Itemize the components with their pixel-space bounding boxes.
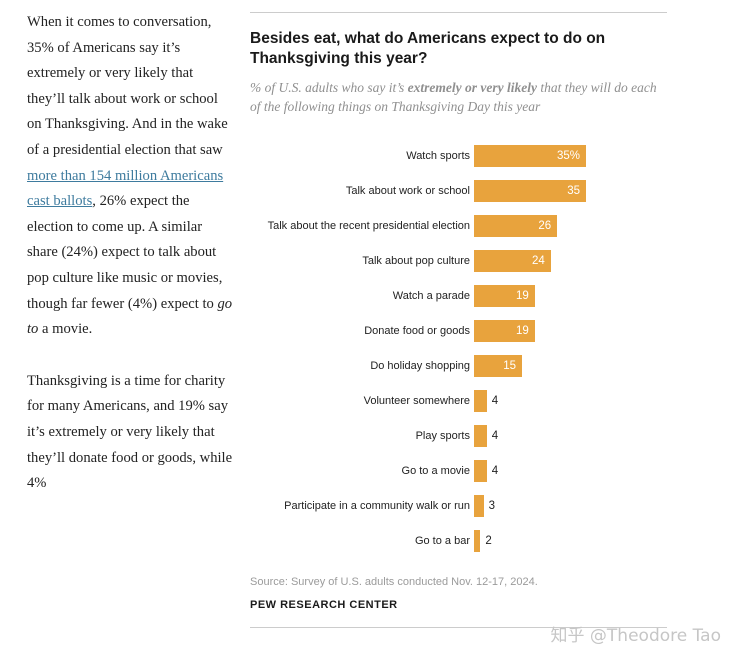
watermark: 知乎 @Theodore Tao: [550, 626, 721, 646]
bar-category-label: Go to a bar: [414, 534, 470, 547]
bar: 26: [474, 214, 558, 237]
chart-subtitle: % of U.S. adults who say it’s extremely …: [250, 78, 667, 116]
bar-category-label: Volunteer somewhere: [363, 394, 470, 407]
bottom-divider: [250, 627, 667, 628]
bar-track: 4: [470, 424, 667, 447]
chart-panel: Besides eat, what do Americans expect to…: [250, 0, 667, 628]
bar-category-label: Watch sports: [406, 149, 470, 162]
bar-track: 15: [470, 354, 667, 377]
bar-category-label: Talk about pop culture: [362, 254, 470, 267]
bar: [474, 389, 487, 412]
bar: 19: [474, 284, 535, 307]
bar-row: Do holiday shopping 15: [250, 348, 667, 383]
bar-value-label: 3: [488, 499, 495, 512]
article-column: When it comes to conversation, 35% of Am…: [27, 10, 233, 523]
bar-track: 35: [470, 179, 667, 202]
bar-row: Go to a bar 2: [250, 523, 667, 558]
bar: [474, 494, 484, 517]
bar: 19: [474, 319, 535, 342]
bar-category-label: Do holiday shopping: [370, 359, 470, 372]
bar: 35: [474, 179, 586, 202]
bar-value-label: 35: [567, 184, 580, 197]
bar: [474, 424, 487, 447]
bar-category-label: Talk about the recent presidential elect…: [267, 219, 470, 232]
para1-italic: go to: [27, 295, 233, 338]
bar-track: 2: [470, 529, 667, 552]
bar-track: 19: [470, 319, 667, 342]
bar-row: Watch a parade 19: [250, 278, 667, 313]
bar-category-label: Participate in a community walk or run: [284, 499, 470, 512]
bar: [474, 459, 487, 482]
bar-track: 3: [470, 494, 667, 517]
bar-row: Donate food or goods 19: [250, 313, 667, 348]
bar-row: Talk about pop culture 24: [250, 243, 667, 278]
bar-track: 4: [470, 389, 667, 412]
bar-row: Watch sports 35%: [250, 138, 667, 173]
bar-track: 26: [470, 214, 667, 237]
bar: 15: [474, 354, 522, 377]
subtitle-suffix: that they will do each of the following …: [250, 80, 657, 114]
bar-value-label: 24: [532, 254, 545, 267]
bar: 24: [474, 249, 551, 272]
source-note: Source: Survey of U.S. adults conducted …: [250, 576, 538, 588]
bar: 35%: [474, 144, 586, 167]
bar: [474, 529, 481, 552]
bar-track: 19: [470, 284, 667, 307]
bar-category-label: Talk about work or school: [345, 184, 470, 197]
bar-row: Volunteer somewhere 4: [250, 383, 667, 418]
bar-row: Play sports 4: [250, 418, 667, 453]
pew-brand: PEW RESEARCH CENTER: [250, 599, 398, 611]
bar-track: 24: [470, 249, 667, 272]
bar-value-label: 4: [491, 429, 499, 442]
bar-value-label: 4: [491, 394, 499, 407]
article-paragraph-1: When it comes to conversation, 35% of Am…: [27, 10, 233, 343]
bar-value-label: 15: [503, 359, 516, 372]
bar-value-label: 19: [516, 324, 529, 337]
bar-category-label: Watch a parade: [392, 289, 470, 302]
bar-category-label: Donate food or goods: [364, 324, 470, 337]
bar-row: Participate in a community walk or run 3: [250, 488, 667, 523]
chart-title: Besides eat, what do Americans expect to…: [250, 30, 606, 67]
bar-value-label: 4: [491, 464, 499, 477]
bar-category-label: Go to a movie: [401, 464, 470, 477]
para1-text-1: When it comes to conversation, 35% of Am…: [27, 14, 228, 158]
bar-category-label: Play sports: [415, 429, 470, 442]
ballots-link[interactable]: more than 154 million Americans cast bal…: [27, 167, 224, 210]
bar-row: Talk about work or school 35: [250, 173, 667, 208]
bar-value-label: 35%: [556, 149, 580, 162]
para1-text-2: , 26% expect the election to come up. A …: [27, 193, 223, 312]
top-divider: [250, 12, 667, 13]
bar-track: 35%: [470, 144, 667, 167]
subtitle-bold: extremely or very likely: [407, 80, 537, 95]
bar-row: Talk about the recent presidential elect…: [250, 208, 667, 243]
bar-value-label: 19: [516, 289, 529, 302]
bar-value-label: 2: [485, 534, 492, 547]
subtitle-prefix: % of U.S. adults who say it’s: [250, 80, 408, 95]
bar-track: 4: [470, 459, 667, 482]
bar-row: Go to a movie 4: [250, 453, 667, 488]
para1-text-3: a movie.: [38, 321, 93, 338]
bar-value-label: 26: [538, 219, 552, 232]
bar-chart: Watch sports 35% Talk about work or school…: [250, 138, 667, 558]
article-paragraph-2: Thanksgiving is a time for charity for m…: [27, 372, 233, 492]
